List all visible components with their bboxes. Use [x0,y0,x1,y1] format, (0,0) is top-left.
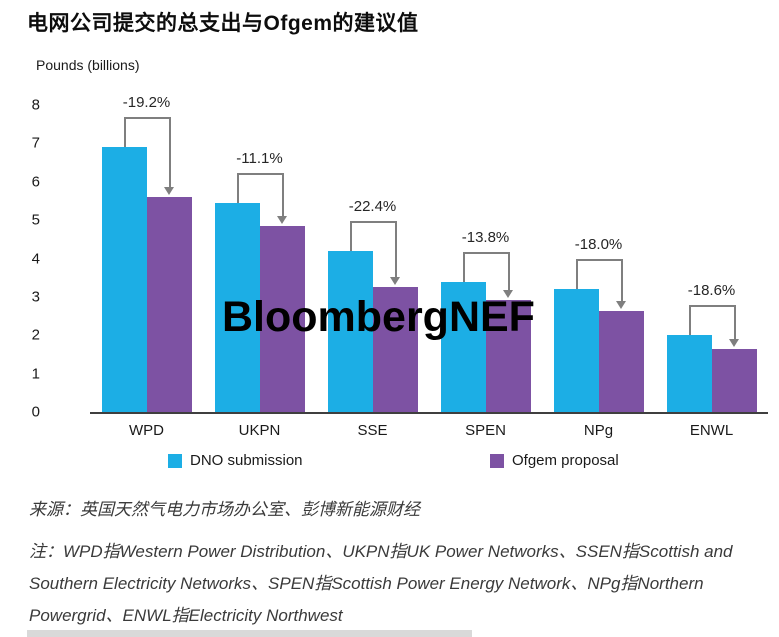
y-tick-label: 4 [31,250,40,267]
legend-item-ofgem: Ofgem proposal [490,452,619,469]
change-bracket-right [508,251,510,291]
legend-swatch-ofgem [490,453,504,468]
change-bracket-left [463,251,465,282]
y-tick-label: 8 [31,96,40,114]
cropped-bottom-element [27,630,472,637]
change-label: -13.8% [461,228,510,246]
bar-dno-submission [214,202,260,412]
bar-dno-submission [101,147,147,412]
bar-dno-submission [666,335,712,412]
change-label: -18.0% [574,236,623,254]
x-axis-label: WPD [129,422,164,439]
legend-item-dno: DNO submission [168,452,303,469]
change-bracket-right [395,220,397,278]
bar-dno-submission [553,289,599,412]
change-arrowhead-icon [616,301,626,310]
x-axis-label: ENWL [689,422,734,439]
change-bracket-left [689,305,691,336]
chart-title: 电网公司提交的总支出与Ofgem的建议值 [27,12,419,35]
change-arrowhead-icon [503,289,513,298]
watermark: BloombergNEF [222,293,535,341]
change-arrowhead-icon [390,276,400,285]
change-bracket [689,305,734,308]
x-axis-label: SSE [357,422,388,439]
change-bracket [463,251,508,254]
bar-ofgem-proposal [711,349,757,412]
y-axis-title: Pounds (billions) [36,57,140,73]
bar-dno-submission [440,281,486,412]
y-tick-label: 6 [31,173,40,191]
change-bracket-left [576,259,578,290]
change-bracket [237,172,282,175]
source-text: 来源：英国天然气电力市场办公室、彭博新能源财经 [29,500,420,519]
y-axis: 0 1 2 3 4 5 6 7 8 [0,97,48,421]
y-tick-label: 2 [31,326,40,344]
y-tick-label: 0 [31,403,40,421]
change-bracket-right [734,305,736,341]
change-bracket-left [124,117,126,148]
change-arrowhead-icon [164,187,174,196]
change-bracket-right [169,117,171,189]
change-bracket-left [350,220,352,251]
bar-ofgem-proposal [259,225,305,412]
change-label: -11.1% [236,149,283,167]
chart-plot: -19.2% WPD -11.1% UKPN -22.4% SSE -13.8% SPEN -1… [90,94,768,439]
bar-ofgem-proposal [146,197,192,412]
change-bracket-right [621,259,623,303]
bar-ofgem-proposal [485,299,531,412]
change-label: -18.6% [687,282,736,300]
bar-ofgem-proposal [372,286,418,412]
y-tick-label: 1 [31,365,40,383]
note-text: 注：WPD指Western Power Distribution、UKPN指UK… [29,542,733,625]
bar-ofgem-proposal [598,311,644,412]
change-bracket [350,220,395,223]
change-bracket [576,259,621,262]
y-tick-label: 5 [31,211,40,229]
legend-swatch-dno [168,453,182,468]
x-axis-label: UKPN [238,422,281,439]
legend-label-dno: DNO submission [190,452,303,469]
change-label: -19.2% [122,94,171,112]
change-arrowhead-icon [277,215,287,224]
change-bracket-right [282,172,284,217]
y-tick-label: 3 [31,288,40,306]
change-bracket [124,117,169,120]
change-label: -22.4% [348,197,397,215]
x-axis-label: SPEN [465,422,506,439]
x-axis-label: NPg [583,422,614,439]
change-arrowhead-icon [729,339,739,348]
bar-dno-submission [327,250,373,412]
y-tick-label: 7 [31,134,40,152]
change-bracket-left [237,172,239,203]
legend-label-ofgem: Ofgem proposal [512,452,619,469]
